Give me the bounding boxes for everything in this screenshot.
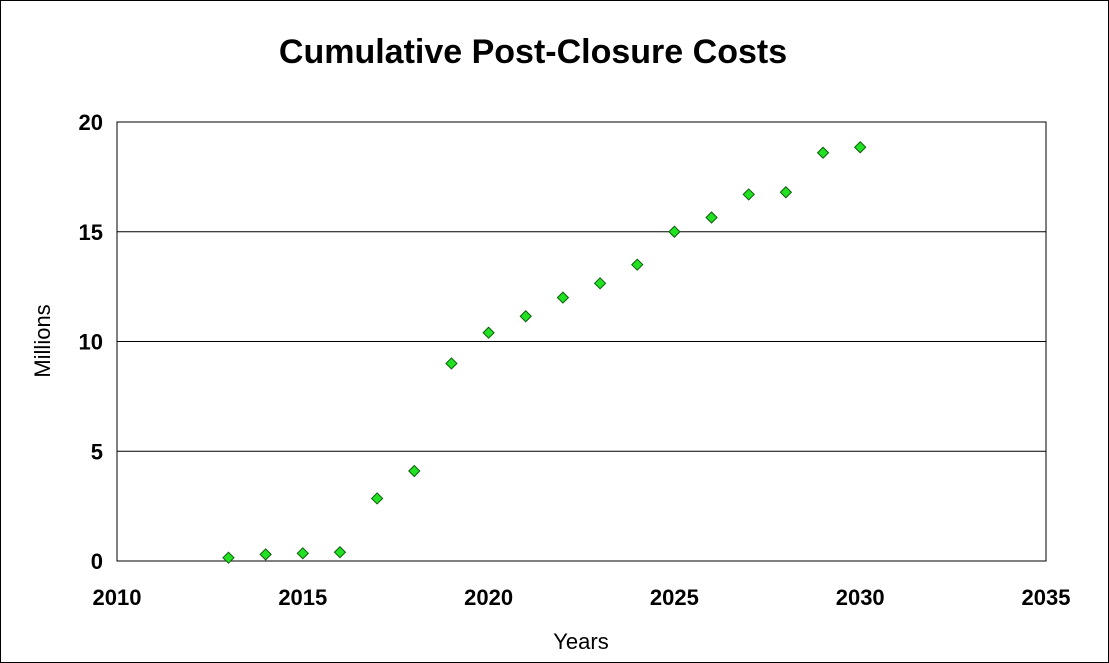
data-point-2013 — [222, 551, 235, 564]
x-tick-label: 2015 — [278, 585, 327, 610]
data-point-2026 — [705, 211, 718, 224]
x-axis-tick-labels: 2010 2015 2020 2025 2030 2035 — [93, 585, 1071, 610]
y-axis-title: Millions — [30, 304, 55, 377]
data-point-2022 — [556, 291, 570, 304]
data-point-2020 — [482, 326, 495, 339]
chart-title: Cumulative Post-Closure Costs — [279, 33, 787, 71]
y-tick-label: 15 — [79, 220, 103, 245]
y-tick-label: 10 — [79, 330, 103, 355]
data-point-2021 — [519, 310, 532, 323]
data-points — [222, 141, 867, 564]
x-tick-label: 2010 — [93, 585, 142, 610]
x-tick-label: 2030 — [836, 585, 885, 610]
data-point-2017 — [370, 492, 384, 505]
data-point-2018 — [408, 464, 421, 478]
data-point-2029 — [816, 146, 830, 159]
data-point-2028 — [779, 186, 793, 199]
data-point-2019 — [445, 357, 458, 370]
y-tick-label: 5 — [91, 439, 103, 464]
data-point-2027 — [742, 188, 755, 201]
x-axis-title: Years — [553, 629, 608, 654]
x-tick-label: 2035 — [1022, 585, 1071, 610]
x-tick-label: 2020 — [464, 585, 513, 610]
y-axis-tick-labels: 0 5 10 15 20 — [79, 110, 103, 574]
y-tick-label: 20 — [79, 110, 103, 135]
y-tick-label: 0 — [91, 549, 103, 574]
data-point-2015 — [296, 547, 310, 560]
data-point-2014 — [259, 548, 272, 561]
data-point-2024 — [631, 258, 644, 271]
x-tick-label: 2025 — [650, 585, 699, 610]
data-point-2023 — [593, 277, 607, 290]
data-point-2025 — [668, 225, 681, 238]
gridlines — [117, 231, 1046, 452]
data-point-2030 — [853, 141, 867, 154]
data-point-2016 — [333, 546, 347, 559]
